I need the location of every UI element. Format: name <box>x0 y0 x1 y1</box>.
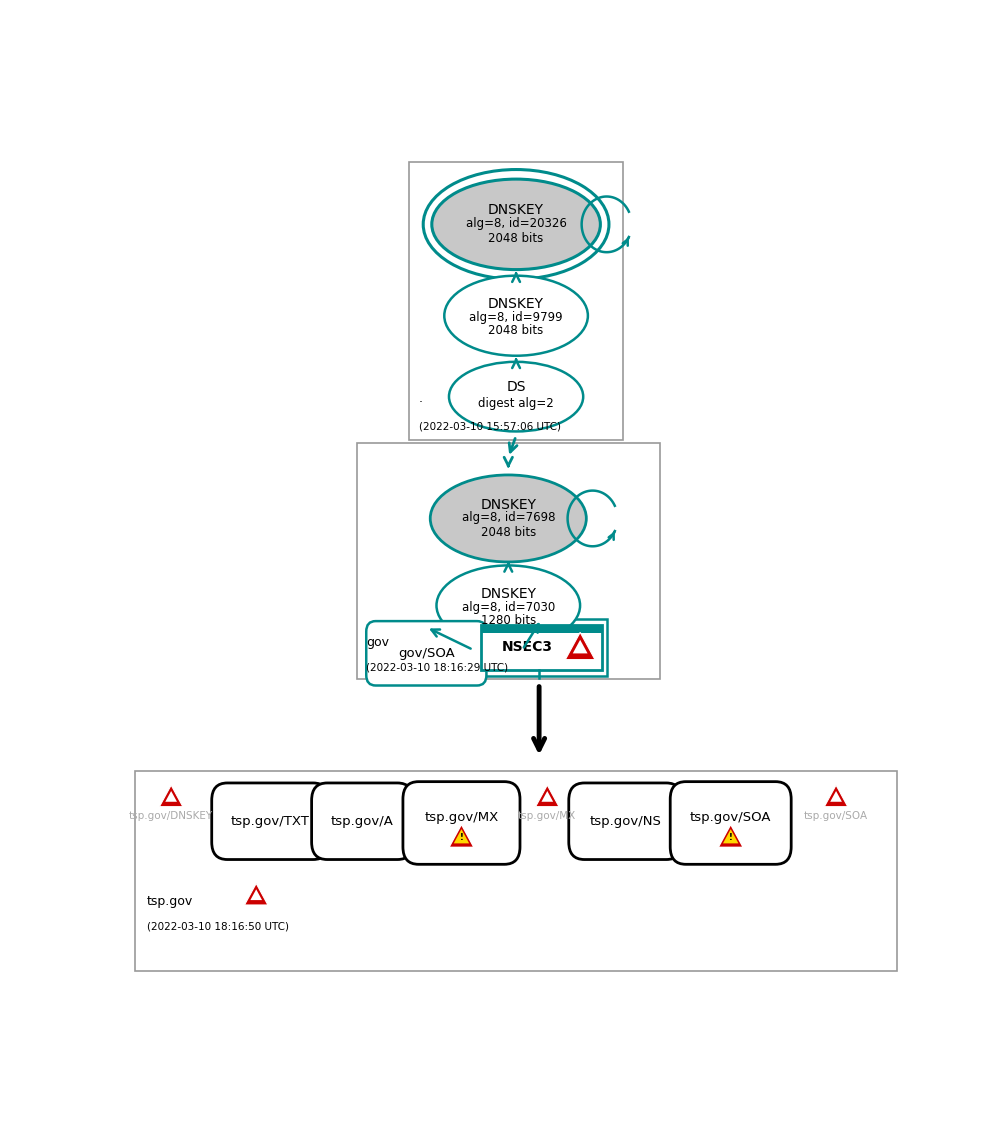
Text: !: ! <box>459 833 463 842</box>
Text: alg=8, id=7030: alg=8, id=7030 <box>461 601 555 614</box>
Text: DNSKEY: DNSKEY <box>488 297 544 312</box>
Text: tsp.gov/TXT: tsp.gov/TXT <box>231 815 310 828</box>
Text: tsp.gov/A: tsp.gov/A <box>331 815 394 828</box>
Polygon shape <box>825 785 848 807</box>
Ellipse shape <box>444 276 588 356</box>
Text: alg=8, id=20326: alg=8, id=20326 <box>465 217 567 231</box>
Text: tsp.gov/SOA: tsp.gov/SOA <box>804 811 868 822</box>
Text: alg=8, id=9799: alg=8, id=9799 <box>469 311 563 324</box>
Polygon shape <box>454 829 469 843</box>
Text: tsp.gov/MX: tsp.gov/MX <box>424 811 498 824</box>
Polygon shape <box>245 884 268 905</box>
Text: DS: DS <box>507 380 526 394</box>
Text: (2022-03-10 18:16:29 UTC): (2022-03-10 18:16:29 UTC) <box>367 662 509 672</box>
Polygon shape <box>536 785 559 807</box>
Polygon shape <box>449 825 474 848</box>
Bar <box>356 443 660 679</box>
FancyBboxPatch shape <box>311 783 413 860</box>
Text: DNSKEY: DNSKEY <box>488 203 544 217</box>
Text: DNSKEY: DNSKEY <box>480 588 537 601</box>
Text: (2022-03-10 15:57:06 UTC): (2022-03-10 15:57:06 UTC) <box>419 421 561 432</box>
Polygon shape <box>718 825 743 848</box>
Text: gov: gov <box>367 636 390 649</box>
Polygon shape <box>159 785 183 807</box>
Text: tsp.gov: tsp.gov <box>147 895 193 909</box>
Text: NSEC3: NSEC3 <box>501 641 553 654</box>
Text: digest alg=2: digest alg=2 <box>478 397 554 410</box>
Bar <box>481 625 602 670</box>
Bar <box>409 162 623 440</box>
Text: 1280 bits: 1280 bits <box>480 614 536 627</box>
Text: !: ! <box>729 833 733 842</box>
Text: 2048 bits: 2048 bits <box>488 324 544 337</box>
Polygon shape <box>165 791 177 802</box>
Polygon shape <box>830 791 842 802</box>
Polygon shape <box>251 889 262 901</box>
Text: tsp.gov/SOA: tsp.gov/SOA <box>690 811 771 824</box>
FancyBboxPatch shape <box>671 782 792 864</box>
Text: 2048 bits: 2048 bits <box>480 525 536 539</box>
Ellipse shape <box>432 179 600 270</box>
Text: tsp.gov/DNSKEY: tsp.gov/DNSKEY <box>129 811 213 822</box>
Polygon shape <box>573 640 587 653</box>
Text: tsp.gov/MX: tsp.gov/MX <box>519 811 576 822</box>
FancyBboxPatch shape <box>569 783 682 860</box>
Text: gov/SOA: gov/SOA <box>398 646 455 660</box>
Bar <box>475 618 607 676</box>
Ellipse shape <box>430 475 586 562</box>
FancyBboxPatch shape <box>403 782 520 864</box>
Text: (2022-03-10 18:16:50 UTC): (2022-03-10 18:16:50 UTC) <box>147 922 289 932</box>
Text: tsp.gov/NS: tsp.gov/NS <box>589 815 662 828</box>
Polygon shape <box>723 829 738 843</box>
FancyBboxPatch shape <box>211 783 328 860</box>
Ellipse shape <box>449 362 583 432</box>
Polygon shape <box>565 633 595 660</box>
Ellipse shape <box>436 565 580 645</box>
Bar <box>481 625 602 633</box>
Polygon shape <box>542 791 553 802</box>
Text: alg=8, id=7698: alg=8, id=7698 <box>461 511 555 524</box>
Bar <box>135 771 897 971</box>
Text: 2048 bits: 2048 bits <box>488 232 544 245</box>
Bar <box>481 625 602 645</box>
FancyBboxPatch shape <box>367 622 486 686</box>
Text: DNSKEY: DNSKEY <box>480 497 537 512</box>
Text: .: . <box>419 392 423 406</box>
